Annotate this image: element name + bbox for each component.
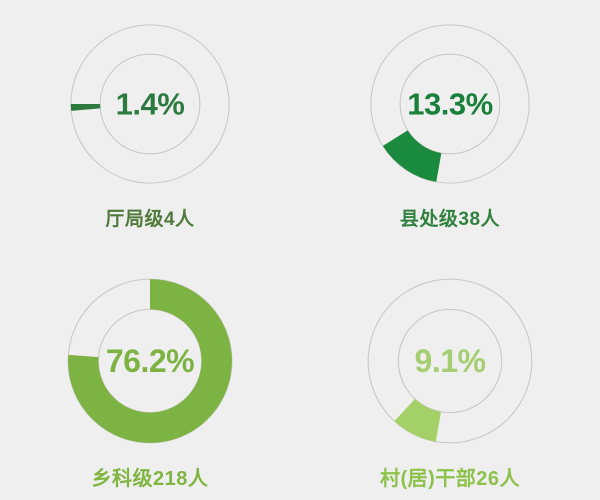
donut-svg-3 <box>367 278 533 444</box>
value-arc-2 <box>68 279 232 443</box>
donut-card-ting-ju-ji: 1.4% 厅局级4人 <box>0 0 300 250</box>
caption-xiang-ke-ji: 乡科级218人 <box>91 468 209 490</box>
donut-card-xian-chu-ji: 13.3% 县处级38人 <box>300 0 600 250</box>
donut-svg-2 <box>67 278 233 444</box>
percent-label-xian-chu-ji: 13.3% <box>407 86 493 122</box>
value-arc-3 <box>394 398 442 442</box>
inner-ring-circle-1 <box>399 53 501 155</box>
donut-svg-0 <box>70 24 230 184</box>
donut-chart-xian-chu-ji: 13.3% <box>364 18 536 190</box>
donut-chart-xiang-ke-ji: 76.2% <box>61 272 239 450</box>
caption-ting-ju-ji: 厅局级4人 <box>105 209 195 230</box>
inner-ring-circle-3 <box>397 308 503 414</box>
caption-cun-ju-gan-bu: 村(居)干部26人 <box>379 468 521 490</box>
donut-card-xiang-ke-ji: 76.2% 乡科级218人 <box>0 250 300 500</box>
value-arc-0 <box>70 104 101 111</box>
percent-label-xiang-ke-ji: 76.2% <box>105 343 195 379</box>
outer-ring-circle-1 <box>370 24 530 184</box>
donut-svg-1 <box>370 24 530 184</box>
value-arc-1 <box>382 130 442 182</box>
donut-chart-ting-ju-ji: 1.4% <box>64 18 236 190</box>
outer-ring-circle-3 <box>367 278 533 444</box>
percent-label-ting-ju-ji: 1.4% <box>115 86 185 122</box>
caption-xian-chu-ji: 县处级38人 <box>399 209 501 230</box>
donut-card-cun-ju-gan-bu: 9.1% 村(居)干部26人 <box>300 250 600 500</box>
donut-chart-cun-ju-gan-bu: 9.1% <box>361 272 539 450</box>
outer-ring-circle-0 <box>70 24 230 184</box>
percent-label-cun-ju-gan-bu: 9.1% <box>414 343 486 379</box>
